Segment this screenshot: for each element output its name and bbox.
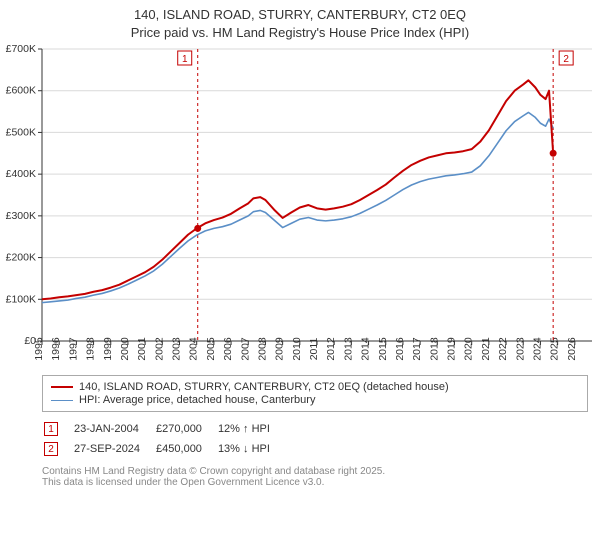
sale-date: 23-JAN-2004 [74,420,154,438]
legend-item: HPI: Average price, detached house, Cant… [51,394,579,406]
chart-title-block: 140, ISLAND ROAD, STURRY, CANTERBURY, CT… [0,0,600,41]
y-tick-label: £100K [6,293,36,305]
annotation-marker: 1 [182,54,188,65]
legend: 140, ISLAND ROAD, STURRY, CANTERBURY, CT… [42,375,588,412]
y-tick-label: £600K [6,85,36,97]
chart-svg: £0£100K£200K£300K£400K£500K£600K£700K199… [0,41,600,371]
sale-delta: 13% ↓ HPI [218,440,284,458]
sale-price: £450,000 [156,440,216,458]
y-tick-label: £300K [6,210,36,222]
legend-swatch [51,386,73,388]
sale-marker-box: 1 [44,422,58,436]
footer-line-1: Contains HM Land Registry data © Crown c… [42,466,588,477]
title-line-1: 140, ISLAND ROAD, STURRY, CANTERBURY, CT… [0,6,600,24]
y-tick-label: £500K [6,127,36,139]
chart: £0£100K£200K£300K£400K£500K£600K£700K199… [0,41,600,371]
sales-table: 1 23-JAN-2004£270,00012% ↑ HPI 2 27-SEP-202… [42,418,286,460]
footer: Contains HM Land Registry data © Crown c… [42,466,588,488]
legend-label: 140, ISLAND ROAD, STURRY, CANTERBURY, CT… [79,381,449,393]
legend-swatch [51,400,73,401]
footer-line-2: This data is licensed under the Open Gov… [42,477,588,488]
legend-item: 140, ISLAND ROAD, STURRY, CANTERBURY, CT… [51,381,579,393]
annotation-marker: 2 [563,54,569,65]
sale-marker-box: 2 [44,442,58,456]
sale-delta: 12% ↑ HPI [218,420,284,438]
y-tick-label: £700K [6,43,36,55]
sale-date: 27-SEP-2024 [74,440,154,458]
sale-row: 2 27-SEP-2024£450,00013% ↓ HPI [44,440,284,458]
sale-row: 1 23-JAN-2004£270,00012% ↑ HPI [44,420,284,438]
y-tick-label: £400K [6,168,36,180]
y-tick-label: £200K [6,252,36,264]
title-line-2: Price paid vs. HM Land Registry's House … [0,24,600,42]
legend-label: HPI: Average price, detached house, Cant… [79,394,315,406]
sale-price: £270,000 [156,420,216,438]
